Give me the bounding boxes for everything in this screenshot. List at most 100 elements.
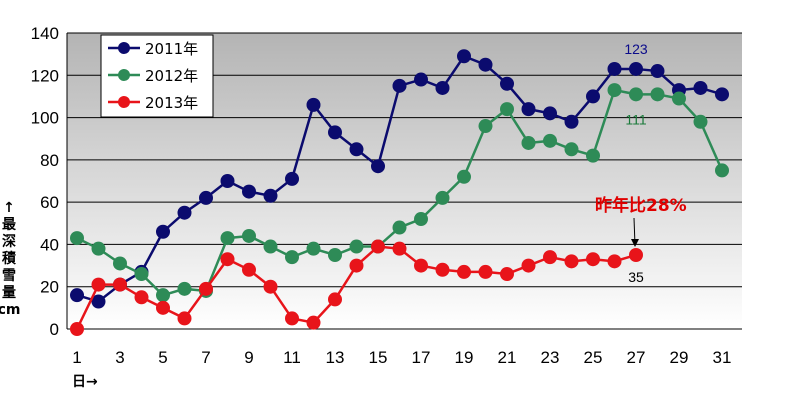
y-tick-label: 140 <box>31 24 59 43</box>
data-point <box>199 190 213 205</box>
x-tick-label: 17 <box>412 348 431 367</box>
x-tick-label: 21 <box>498 348 517 367</box>
data-point <box>564 142 579 157</box>
x-axis-label: 日→ <box>72 374 98 390</box>
data-point <box>543 250 557 265</box>
data-point <box>70 288 84 303</box>
y-tick-label: 20 <box>40 278 59 297</box>
data-point <box>564 114 579 129</box>
y-tick-label: 120 <box>31 66 59 85</box>
data-point <box>91 294 106 309</box>
data-point <box>607 254 622 269</box>
data-point <box>435 262 450 277</box>
data-point <box>134 267 149 282</box>
data-point <box>607 83 622 98</box>
data-point <box>672 91 686 106</box>
data-point <box>156 300 170 315</box>
data-label: 35 <box>628 269 644 285</box>
data-point <box>113 256 127 271</box>
data-point <box>328 125 342 140</box>
data-point <box>457 49 471 64</box>
data-point <box>435 190 450 205</box>
x-tick-label: 9 <box>244 348 253 367</box>
data-point <box>177 205 192 220</box>
callout-text: 昨年比28% <box>595 195 687 216</box>
y-axis-label-char: 積 <box>1 250 17 267</box>
data-label: 123 <box>624 41 648 57</box>
data-point <box>371 239 385 254</box>
y-tick-label: 0 <box>50 320 59 339</box>
data-point <box>500 267 514 282</box>
data-point <box>414 258 428 273</box>
data-point <box>693 114 708 129</box>
data-point <box>349 239 364 254</box>
data-point <box>521 102 536 117</box>
data-point <box>263 279 278 294</box>
data-point <box>177 281 192 296</box>
y-axis-label-char: 深 <box>2 233 16 250</box>
data-point <box>242 228 256 243</box>
legend-swatch-marker <box>118 96 130 108</box>
data-point <box>263 188 278 203</box>
data-point <box>263 239 278 254</box>
data-point <box>242 262 256 277</box>
y-axis-label-char: 雪 <box>2 267 16 284</box>
data-point <box>586 148 600 163</box>
data-point <box>629 61 643 76</box>
x-tick-label: 19 <box>455 348 474 367</box>
data-point <box>715 87 729 102</box>
data-point <box>629 248 643 262</box>
y-axis-label-char: ↑ <box>3 200 15 216</box>
data-point <box>220 252 235 267</box>
data-point <box>650 87 665 102</box>
data-point <box>242 184 256 199</box>
data-point <box>91 241 106 256</box>
data-point <box>543 133 557 148</box>
data-point <box>521 258 536 273</box>
data-point <box>457 264 471 279</box>
data-point <box>285 171 299 186</box>
y-tick-label: 80 <box>40 151 59 170</box>
data-point <box>113 277 127 292</box>
data-point <box>478 264 493 279</box>
y-axis-label-char: cm <box>0 302 20 318</box>
data-point <box>392 78 407 93</box>
data-point <box>177 311 192 326</box>
x-tick-label: 11 <box>283 348 301 367</box>
callout: 昨年比28% <box>595 195 687 247</box>
legend-label: 2011年 <box>145 40 198 58</box>
data-point <box>306 241 321 256</box>
y-tick-label: 60 <box>40 193 59 212</box>
x-axis-ticks: 1 3 5 7 9 11 13 15 17 19 21 23 25 27 29 31 <box>72 348 731 367</box>
y-tick-label: 100 <box>31 109 59 128</box>
data-point <box>564 254 579 269</box>
data-point <box>478 119 493 134</box>
data-point <box>457 169 471 184</box>
data-point <box>328 248 342 262</box>
data-point <box>371 159 385 174</box>
data-point <box>306 315 321 330</box>
legend: 2011年 2012年 2013年 <box>100 34 214 118</box>
x-tick-label: 27 <box>627 348 646 367</box>
data-point <box>349 258 364 273</box>
x-tick-label: 5 <box>158 348 167 367</box>
data-point <box>586 252 600 267</box>
legend-swatch-marker <box>118 69 130 81</box>
y-tick-label: 40 <box>40 235 59 254</box>
x-tick-label: 1 <box>72 348 81 367</box>
x-tick-label: 3 <box>115 348 124 367</box>
data-point <box>392 241 407 256</box>
data-point <box>70 322 84 336</box>
series-layer <box>70 49 729 336</box>
data-point <box>70 231 84 246</box>
data-point <box>586 89 600 104</box>
data-point <box>199 281 213 296</box>
data-point <box>414 72 428 87</box>
x-tick-label: 31 <box>713 348 732 367</box>
data-point <box>478 57 493 72</box>
x-tick-label: 15 <box>369 348 388 367</box>
data-point <box>543 106 557 121</box>
data-point <box>414 212 428 227</box>
